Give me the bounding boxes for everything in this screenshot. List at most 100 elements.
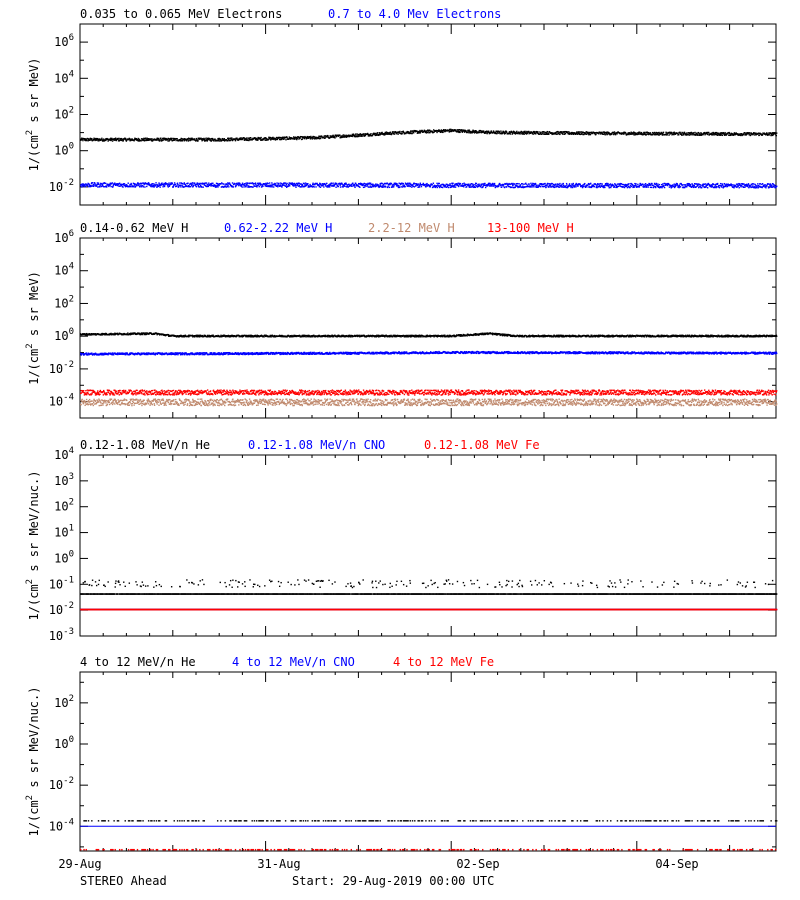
data-point	[296, 184, 298, 187]
data-point	[395, 131, 397, 134]
data-point	[330, 182, 333, 185]
data-point	[241, 137, 244, 139]
data-point	[195, 185, 197, 187]
data-point	[375, 183, 377, 185]
data-point	[474, 131, 477, 134]
data-point	[563, 133, 566, 135]
data-point	[276, 138, 279, 141]
data-point	[352, 183, 354, 186]
data-point	[503, 186, 506, 189]
data-point	[529, 185, 532, 188]
data-point	[538, 184, 541, 187]
data-point	[588, 131, 590, 134]
data-point	[413, 186, 416, 188]
data-point	[234, 186, 237, 188]
data-point	[537, 184, 539, 186]
data-point	[391, 186, 393, 189]
data-point	[665, 132, 668, 134]
data-point	[98, 139, 101, 141]
data-point	[515, 185, 517, 187]
data-point	[231, 334, 233, 337]
data-point	[318, 185, 321, 188]
data-point	[276, 182, 278, 184]
data-point	[182, 334, 185, 337]
data-point	[384, 131, 387, 134]
data-point	[409, 130, 412, 132]
data-point	[634, 134, 637, 136]
data-point	[599, 186, 602, 188]
data-point	[462, 129, 464, 131]
data-point	[309, 138, 312, 140]
data-point	[272, 138, 275, 140]
data-point	[540, 183, 542, 185]
data-point	[509, 132, 511, 135]
data-point	[340, 335, 343, 338]
data-point	[747, 184, 749, 186]
data-point	[559, 185, 562, 187]
data-point	[403, 132, 405, 134]
data-point	[645, 131, 648, 134]
data-point	[541, 183, 543, 186]
data-point	[637, 183, 639, 186]
data-point	[89, 139, 91, 141]
data-point	[581, 131, 584, 134]
data-point	[180, 186, 182, 188]
data-point	[108, 183, 111, 185]
data-point	[114, 137, 117, 139]
data-point	[82, 184, 84, 186]
data-point	[380, 335, 383, 337]
data-point	[672, 133, 675, 135]
data-point	[84, 184, 86, 186]
data-point	[499, 132, 502, 134]
data-point	[535, 183, 537, 185]
data-point	[156, 139, 158, 141]
data-point	[294, 184, 297, 186]
data-point	[616, 186, 618, 189]
data-point	[747, 132, 749, 135]
data-point	[738, 187, 740, 189]
data-point	[364, 134, 367, 137]
data-point	[209, 138, 212, 140]
data-point	[217, 335, 220, 337]
data-point	[723, 132, 725, 135]
data-point	[369, 182, 372, 184]
data-point	[288, 182, 291, 184]
data-point	[250, 186, 252, 188]
data-point	[436, 131, 438, 134]
data-point	[93, 184, 95, 186]
data-point	[175, 139, 177, 142]
y-tick-label: 100	[54, 327, 74, 343]
data-point	[606, 184, 609, 187]
data-point	[397, 185, 399, 188]
data-point	[375, 336, 378, 338]
data-point	[87, 333, 89, 335]
data-point	[430, 183, 433, 185]
data-point	[195, 139, 197, 142]
data-point	[304, 182, 307, 184]
data-point	[642, 133, 645, 135]
data-point	[93, 137, 95, 139]
data-point	[486, 132, 488, 135]
data-point	[86, 184, 89, 186]
data-point	[489, 132, 491, 134]
data-point	[476, 132, 478, 134]
data-point	[714, 186, 716, 189]
data-point	[754, 134, 756, 136]
data-point	[254, 137, 256, 139]
data-point	[557, 133, 559, 135]
data-point	[344, 335, 347, 337]
data-point	[515, 182, 518, 185]
data-point	[676, 183, 678, 185]
data-point	[556, 130, 559, 133]
data-point	[410, 335, 413, 338]
data-point	[660, 131, 662, 134]
data-point	[344, 183, 347, 185]
data-point	[522, 133, 524, 135]
data-point	[258, 138, 261, 140]
data-point	[264, 185, 266, 187]
data-point	[258, 183, 260, 185]
data-point	[694, 183, 697, 185]
data-point	[684, 184, 686, 186]
data-point	[490, 184, 492, 187]
data-point	[459, 131, 461, 134]
